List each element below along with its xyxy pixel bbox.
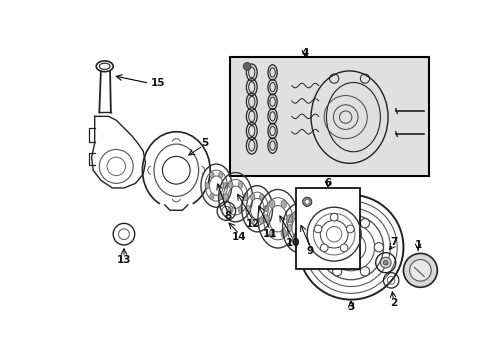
Bar <box>296 188 359 269</box>
Ellipse shape <box>238 206 243 213</box>
Ellipse shape <box>281 229 286 238</box>
Text: 10: 10 <box>285 238 300 248</box>
Ellipse shape <box>281 200 286 208</box>
Circle shape <box>360 219 369 228</box>
Ellipse shape <box>209 172 214 178</box>
Text: 5: 5 <box>201 138 208 148</box>
Circle shape <box>305 199 309 204</box>
Ellipse shape <box>250 217 254 224</box>
Ellipse shape <box>302 212 306 219</box>
Text: 8: 8 <box>224 211 231 221</box>
Ellipse shape <box>306 225 311 231</box>
Ellipse shape <box>263 215 268 223</box>
Circle shape <box>360 267 369 276</box>
Ellipse shape <box>243 194 247 201</box>
Text: 11: 11 <box>263 229 277 239</box>
Circle shape <box>373 243 383 252</box>
Text: 2: 2 <box>389 298 396 309</box>
Text: 14: 14 <box>232 232 246 242</box>
Ellipse shape <box>223 183 227 189</box>
Text: 9: 9 <box>306 246 313 256</box>
Ellipse shape <box>218 172 223 178</box>
Text: 6: 6 <box>324 178 331 188</box>
Circle shape <box>320 244 327 252</box>
Circle shape <box>243 62 250 70</box>
Circle shape <box>380 257 390 268</box>
Ellipse shape <box>228 206 233 213</box>
Circle shape <box>340 244 347 252</box>
Circle shape <box>318 243 327 252</box>
Text: 7: 7 <box>389 237 396 247</box>
Ellipse shape <box>238 181 243 188</box>
Ellipse shape <box>245 206 250 212</box>
Ellipse shape <box>250 194 254 201</box>
Ellipse shape <box>264 206 268 212</box>
Circle shape <box>332 219 341 228</box>
Text: 1: 1 <box>414 240 421 250</box>
Text: 12: 12 <box>245 219 260 229</box>
Circle shape <box>314 225 321 233</box>
Circle shape <box>346 225 353 233</box>
Circle shape <box>383 260 387 265</box>
Circle shape <box>409 260 430 281</box>
Ellipse shape <box>292 237 296 244</box>
Ellipse shape <box>292 212 296 219</box>
Ellipse shape <box>259 217 263 224</box>
Circle shape <box>302 197 311 206</box>
Text: 13: 13 <box>117 255 131 265</box>
Ellipse shape <box>302 237 306 244</box>
Ellipse shape <box>209 193 214 199</box>
Circle shape <box>403 253 436 287</box>
Text: 4: 4 <box>301 48 308 58</box>
Circle shape <box>329 213 337 221</box>
Ellipse shape <box>287 225 291 231</box>
Ellipse shape <box>205 183 209 189</box>
Ellipse shape <box>223 194 228 201</box>
Text: 15: 15 <box>151 78 165 88</box>
Ellipse shape <box>286 215 292 223</box>
Bar <box>230 57 428 176</box>
Ellipse shape <box>259 194 263 201</box>
Ellipse shape <box>269 229 274 238</box>
Ellipse shape <box>228 181 233 188</box>
Text: 3: 3 <box>347 302 354 312</box>
Circle shape <box>332 267 341 276</box>
Ellipse shape <box>218 193 223 199</box>
Ellipse shape <box>269 200 274 208</box>
